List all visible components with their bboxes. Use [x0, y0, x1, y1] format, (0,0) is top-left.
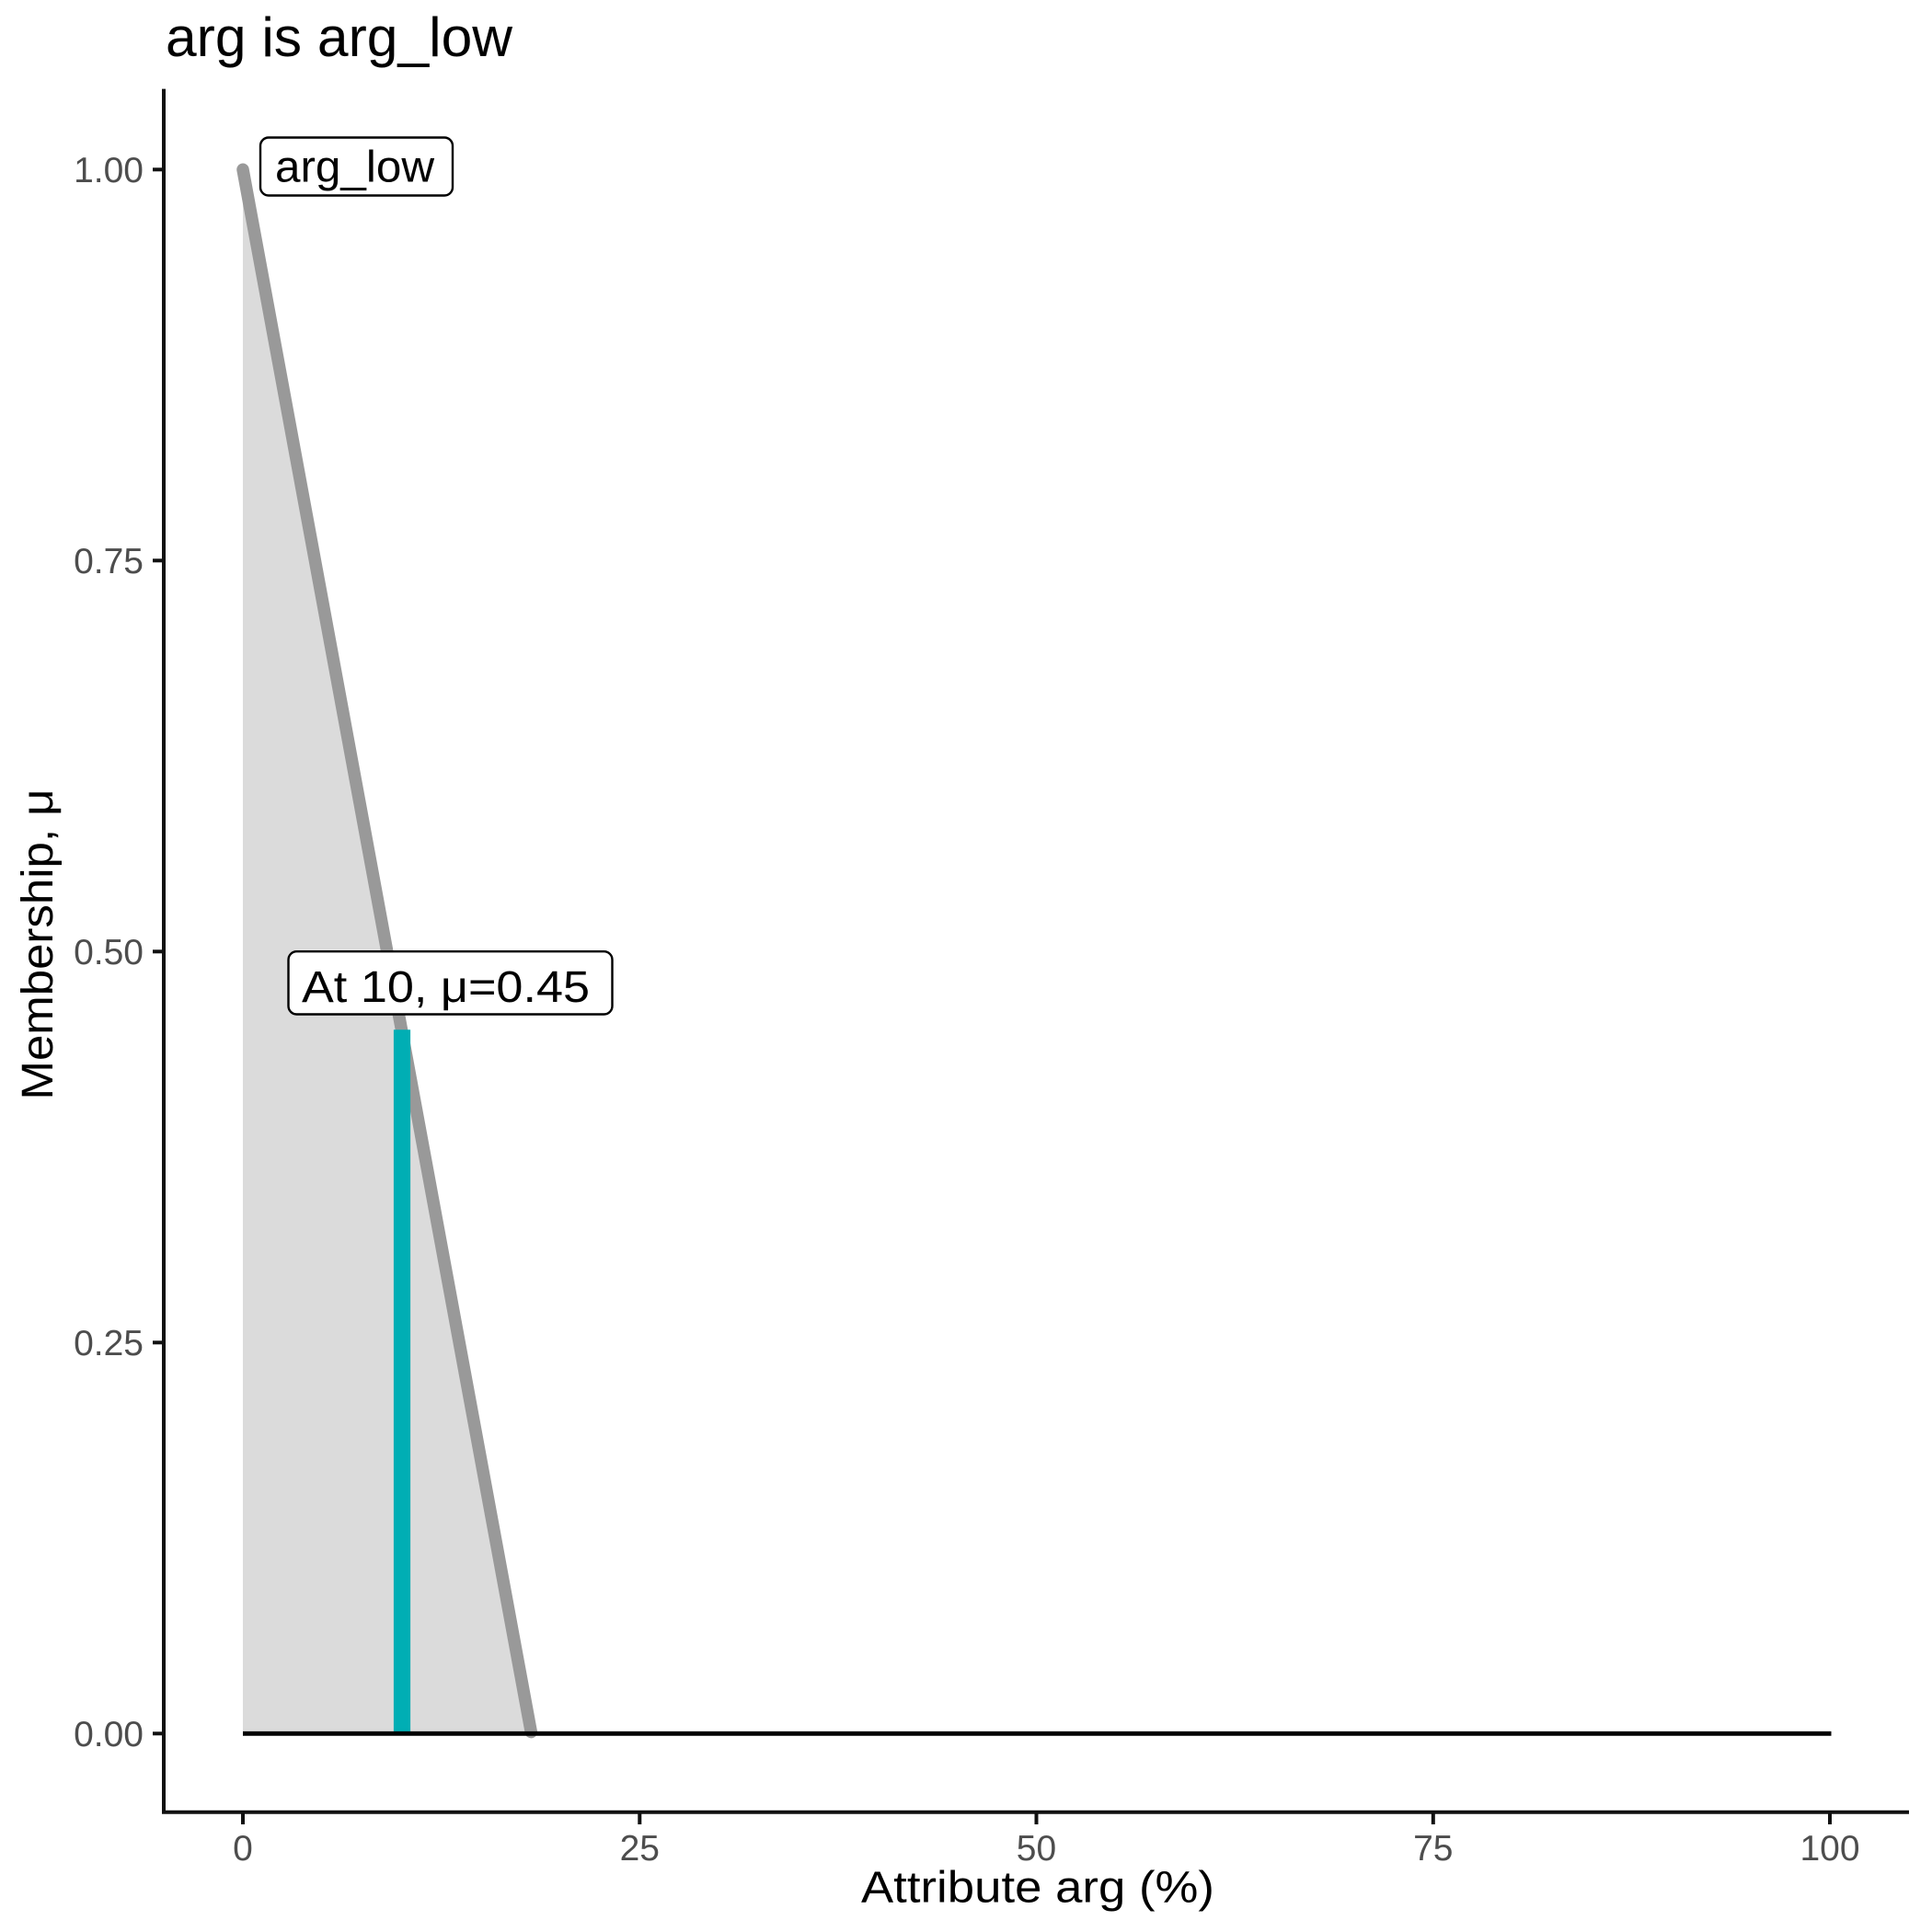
svg-text:Membership, μ: Membership, μ: [14, 789, 63, 1100]
svg-text:0.00: 0.00: [74, 1715, 144, 1754]
svg-text:arg is arg_low: arg is arg_low: [166, 6, 513, 68]
svg-text:0.25: 0.25: [74, 1324, 144, 1363]
svg-text:arg_low: arg_low: [275, 143, 434, 191]
svg-text:25: 25: [620, 1829, 660, 1869]
svg-text:Attribute arg (%): Attribute arg (%): [861, 1864, 1214, 1913]
svg-text:0: 0: [233, 1829, 253, 1869]
svg-text:0.50: 0.50: [74, 933, 144, 972]
svg-text:1.00: 1.00: [74, 151, 144, 190]
svg-text:100: 100: [1800, 1829, 1859, 1869]
svg-text:75: 75: [1413, 1829, 1453, 1869]
svg-text:At 10, μ=0.45: At 10, μ=0.45: [302, 963, 590, 1012]
svg-text:50: 50: [1017, 1829, 1056, 1869]
svg-text:0.75: 0.75: [74, 542, 144, 581]
